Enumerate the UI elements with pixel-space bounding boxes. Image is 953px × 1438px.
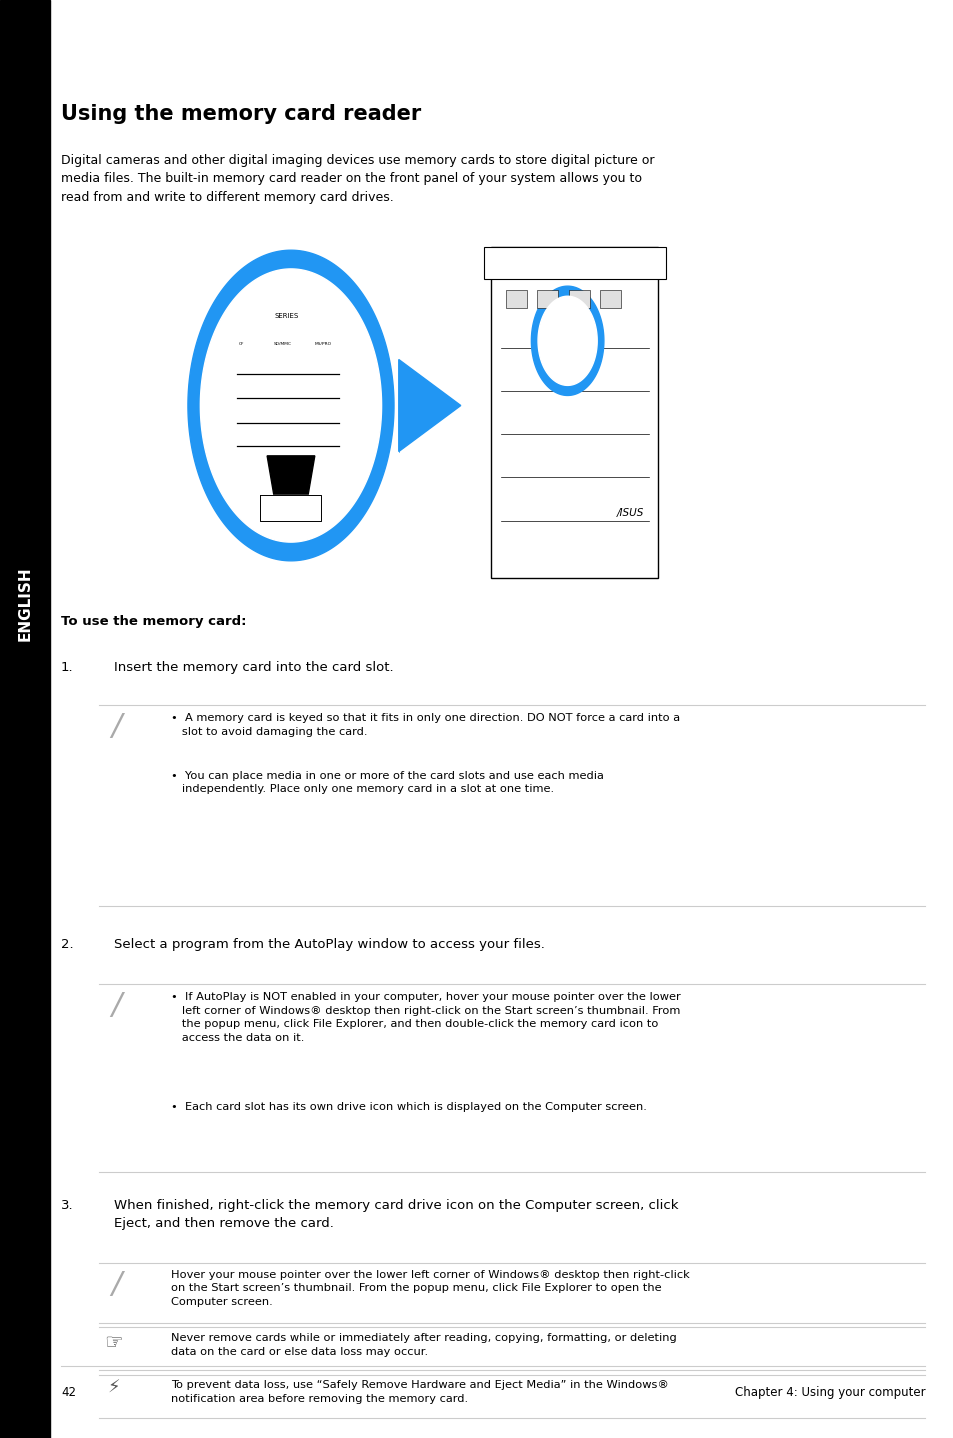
Text: •  You can place media in one or more of the card slots and use each media
   in: • You can place media in one or more of … [171,771,603,794]
Bar [491,247,658,578]
Text: Hover your mouse pointer over the lower left corner of Windows® desktop then rig: Hover your mouse pointer over the lower … [171,1270,689,1307]
Text: 42: 42 [61,1386,76,1399]
Text: ☞: ☞ [104,1333,123,1353]
Bar [537,290,558,308]
Text: Chapter 4: Using your computer: Chapter 4: Using your computer [734,1386,924,1399]
Polygon shape [531,286,603,395]
Text: /: / [112,1270,121,1299]
Polygon shape [188,250,394,561]
Text: Select a program from the AutoPlay window to access your files.: Select a program from the AutoPlay windo… [113,938,544,951]
Text: To use the memory card:: To use the memory card: [61,615,246,628]
Polygon shape [200,269,381,542]
Text: 3.: 3. [61,1199,73,1212]
Text: /: / [112,991,121,1020]
Text: Never remove cards while or immediately after reading, copying, formatting, or d: Never remove cards while or immediately … [171,1333,676,1356]
Text: /ISUS: /ISUS [616,509,643,518]
Polygon shape [260,495,321,521]
Text: •  If AutoPlay is NOT enabled in your computer, hover your mouse pointer over th: • If AutoPlay is NOT enabled in your com… [171,992,679,1043]
Text: ⚡: ⚡ [107,1379,120,1398]
Bar [599,290,620,308]
Text: To prevent data loss, use “Safely Remove Hardware and Eject Media” in the Window: To prevent data loss, use “Safely Remove… [171,1380,668,1403]
Text: Insert the memory card into the card slot.: Insert the memory card into the card slo… [113,661,393,674]
Bar [0,0,50,1438]
Text: •  A memory card is keyed so that it fits in only one direction. DO NOT force a : • A memory card is keyed so that it fits… [171,713,679,736]
Bar [483,247,665,279]
Text: 2.: 2. [61,938,73,951]
Text: MS/PRO: MS/PRO [314,342,332,345]
Text: CF: CF [238,342,244,345]
Text: 1.: 1. [61,661,73,674]
Text: •  Each card slot has its own drive icon which is displayed on the Computer scre: • Each card slot has its own drive icon … [171,1102,646,1112]
Text: SERIES: SERIES [274,313,298,319]
Text: Digital cameras and other digital imaging devices use memory cards to store digi: Digital cameras and other digital imagin… [61,154,654,204]
Text: /: / [112,712,121,741]
Polygon shape [267,456,314,495]
Text: SD/MMC: SD/MMC [274,342,292,345]
Bar [505,290,526,308]
Text: Using the memory card reader: Using the memory card reader [61,104,421,124]
Text: When finished, right-click the memory card drive icon on the Computer screen, cl: When finished, right-click the memory ca… [113,1199,678,1231]
Polygon shape [398,360,460,452]
Text: ENGLISH: ENGLISH [17,567,32,641]
Bar [568,290,589,308]
Polygon shape [537,296,597,385]
